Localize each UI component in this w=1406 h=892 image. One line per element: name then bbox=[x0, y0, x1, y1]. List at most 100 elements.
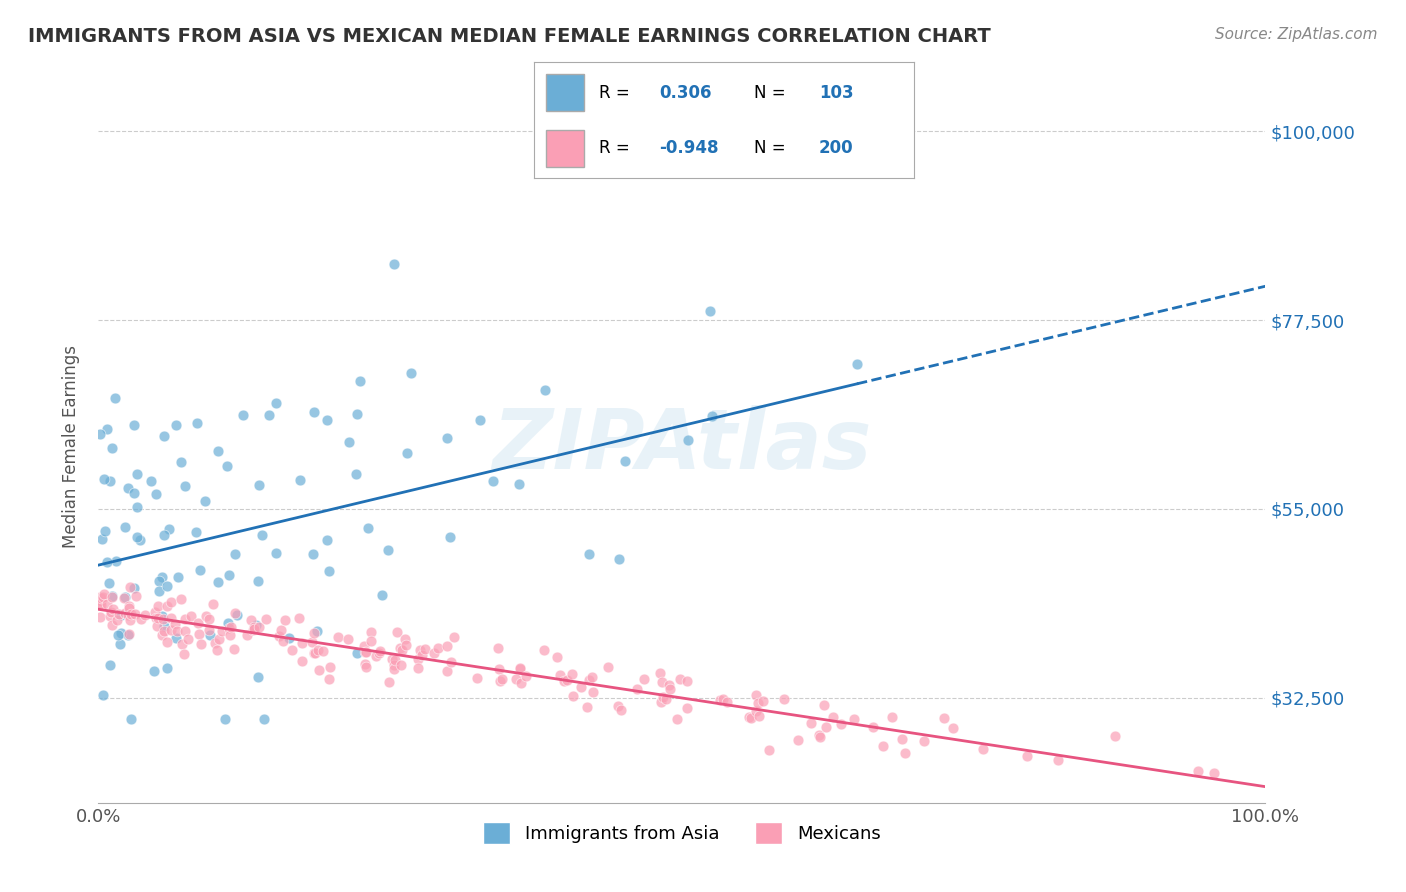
Point bbox=[326, 631, 349, 645]
Point bbox=[101, 590, 124, 604]
Point bbox=[302, 547, 325, 561]
Point bbox=[148, 584, 170, 599]
Point bbox=[787, 732, 810, 747]
Point bbox=[972, 742, 994, 756]
Point bbox=[318, 672, 340, 686]
Point bbox=[1104, 729, 1126, 743]
Point bbox=[626, 682, 648, 697]
Point bbox=[253, 712, 276, 726]
Text: N =: N = bbox=[755, 84, 792, 102]
Point bbox=[354, 660, 377, 674]
Point bbox=[665, 712, 688, 726]
Point bbox=[148, 574, 170, 588]
Point bbox=[250, 528, 273, 542]
Point bbox=[307, 643, 329, 657]
Point bbox=[145, 619, 167, 633]
Point bbox=[423, 647, 446, 661]
Point bbox=[240, 613, 263, 627]
Point bbox=[100, 591, 122, 605]
Point bbox=[408, 643, 430, 657]
Point bbox=[740, 711, 762, 725]
Point bbox=[823, 710, 845, 724]
Point bbox=[607, 552, 630, 566]
Legend: Immigrants from Asia, Mexicans: Immigrants from Asia, Mexicans bbox=[477, 814, 887, 851]
Point bbox=[648, 666, 671, 681]
Point bbox=[399, 366, 422, 380]
Point bbox=[488, 673, 510, 688]
Point bbox=[122, 418, 145, 433]
Point bbox=[349, 374, 371, 388]
Point bbox=[145, 611, 167, 625]
Point bbox=[218, 567, 240, 582]
Point bbox=[302, 405, 325, 419]
Point bbox=[101, 602, 124, 616]
Point bbox=[371, 588, 394, 602]
Point bbox=[118, 581, 141, 595]
Point bbox=[165, 418, 187, 433]
Point bbox=[308, 663, 330, 677]
Point bbox=[89, 426, 111, 441]
Point bbox=[488, 662, 510, 676]
Point bbox=[281, 642, 304, 657]
Point bbox=[176, 632, 198, 646]
Point bbox=[894, 747, 917, 761]
Point bbox=[491, 672, 513, 686]
Point bbox=[652, 690, 675, 704]
Point bbox=[288, 610, 311, 624]
Point bbox=[124, 607, 146, 621]
Point bbox=[146, 611, 169, 625]
Point bbox=[406, 652, 429, 666]
Point bbox=[277, 631, 299, 645]
Point bbox=[655, 692, 678, 706]
Point bbox=[129, 612, 152, 626]
Bar bbox=[546, 74, 583, 112]
Point bbox=[211, 624, 233, 638]
Point bbox=[316, 533, 339, 548]
Point bbox=[395, 639, 418, 653]
Point bbox=[716, 695, 738, 709]
Point bbox=[301, 635, 323, 649]
Point bbox=[96, 555, 118, 569]
Point bbox=[509, 662, 531, 676]
Point bbox=[748, 708, 770, 723]
Point bbox=[436, 664, 458, 678]
Point bbox=[553, 673, 575, 688]
Point bbox=[758, 743, 780, 757]
Point bbox=[316, 413, 339, 427]
Point bbox=[120, 712, 142, 726]
Point bbox=[578, 673, 600, 687]
Point bbox=[214, 712, 236, 726]
Point bbox=[184, 524, 207, 539]
Text: 0.306: 0.306 bbox=[659, 84, 711, 102]
Point bbox=[96, 597, 118, 611]
Point bbox=[145, 487, 167, 501]
Point bbox=[108, 607, 131, 622]
Point bbox=[575, 700, 598, 714]
Point bbox=[505, 672, 527, 686]
Point bbox=[89, 609, 111, 624]
Point bbox=[91, 590, 114, 604]
Point bbox=[153, 619, 176, 633]
Point bbox=[291, 654, 314, 668]
Point bbox=[254, 612, 277, 626]
Point bbox=[367, 646, 389, 660]
Text: 103: 103 bbox=[818, 84, 853, 102]
Point bbox=[668, 672, 690, 686]
Text: ZIPAtlas: ZIPAtlas bbox=[492, 406, 872, 486]
Point bbox=[207, 574, 229, 589]
Point bbox=[215, 458, 238, 473]
Point bbox=[89, 597, 111, 611]
Point bbox=[152, 612, 174, 626]
Point bbox=[114, 590, 136, 604]
Point bbox=[218, 621, 240, 635]
Point bbox=[546, 650, 568, 665]
Point bbox=[105, 613, 128, 627]
Point bbox=[533, 383, 555, 397]
Point bbox=[377, 543, 399, 558]
Point bbox=[844, 712, 866, 726]
Point bbox=[439, 530, 461, 544]
Point bbox=[142, 665, 165, 679]
Point bbox=[606, 698, 628, 713]
Point bbox=[247, 670, 270, 684]
Point bbox=[114, 519, 136, 533]
